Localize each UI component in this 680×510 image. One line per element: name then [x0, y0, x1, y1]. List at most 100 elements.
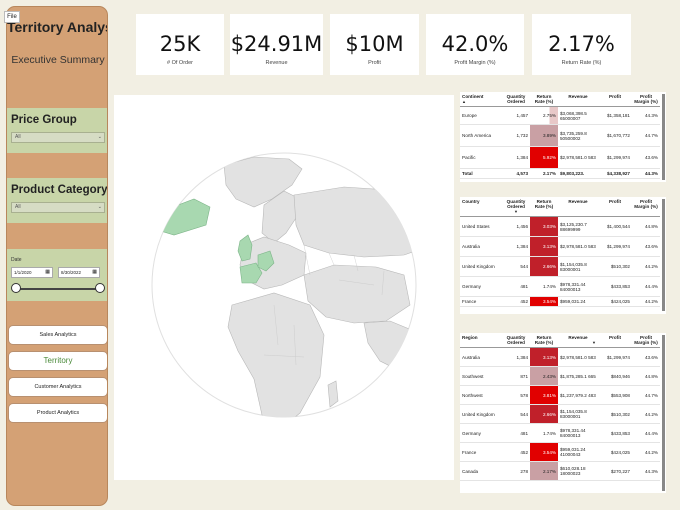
col-header-profit[interactable]: Profit	[598, 92, 632, 107]
col-header-profit-margin[interactable]: Profit Margin (%)	[632, 333, 660, 348]
cell-return-rate: 2.43%	[530, 366, 558, 386]
file-tab[interactable]: File	[4, 11, 20, 23]
table-row[interactable]: Northwest 578 3.81% $1,237,979.2 483 $55…	[460, 385, 660, 405]
cell-revenue: $1,875,285.1 665	[558, 366, 598, 386]
nav-sales-analytics-button[interactable]: Sales Analytics	[8, 325, 107, 345]
product-category-value: All	[15, 204, 21, 210]
col-header-quantity[interactable]: Quantity Ordered	[502, 92, 530, 107]
cell-revenue: $3,735,259.8 50500002	[558, 124, 598, 147]
cell-revenue: $3,068,398.5 65000007	[558, 106, 598, 125]
cell-quantity: 544	[502, 404, 530, 424]
col-header-revenue[interactable]: Revenue ▼	[558, 333, 598, 348]
kpi-card-profit: $10M Profit	[330, 14, 419, 75]
region-table: Region Quantity Ordered Return Rate (%) …	[460, 333, 666, 493]
col-header-quantity[interactable]: Quantity Ordered	[502, 333, 530, 348]
product-category-dropdown[interactable]: All ⌄	[11, 202, 105, 213]
col-header-profit[interactable]: Profit	[598, 197, 632, 217]
col-header-region[interactable]: Region	[460, 333, 502, 348]
cell-return-rate: 3.81%	[530, 385, 558, 405]
col-header-continent[interactable]: Continent ▲	[460, 92, 502, 107]
col-header-profit-margin[interactable]: Profit Margin (%)	[632, 92, 660, 107]
cell-revenue: $1,237,979.2 483	[558, 385, 598, 405]
cell-revenue: $2,978,581.0 583	[558, 236, 598, 257]
map-region-germany[interactable]	[257, 250, 275, 272]
sort-ascending-icon[interactable]: ▲	[462, 99, 466, 104]
table-row[interactable]: Europe 1,457 2.75% $3,068,398.5 65000007…	[460, 106, 660, 125]
cell-profit-margin: 44.7%	[632, 124, 660, 147]
map-region-scandinavia[interactable]	[261, 190, 301, 244]
cell-profit: $270,227	[598, 461, 632, 481]
map-region-greenland[interactable]	[223, 156, 303, 208]
date-slider-end-handle[interactable]	[95, 283, 105, 293]
col-header-return-rate[interactable]: Return Rate (%)	[530, 92, 558, 107]
cell-total-label: Total	[460, 168, 502, 179]
table-row[interactable]: North America 1,732 3.89% $3,735,259.8 5…	[460, 124, 660, 147]
table-row[interactable]: Pacific 1,384 5.92% $2,978,581.0 583 $1,…	[460, 146, 660, 169]
table-scrollbar[interactable]	[662, 199, 665, 311]
col-header-profit[interactable]: Profit	[598, 333, 632, 348]
cell-profit: $1,358,181	[598, 106, 632, 125]
cell-return-rate: 2.66%	[530, 256, 558, 277]
date-slider-start-handle[interactable]	[11, 283, 21, 293]
nav-customer-analytics-button[interactable]: Customer Analytics	[8, 377, 107, 397]
table-scrollbar[interactable]	[662, 335, 665, 491]
col-header-return-rate[interactable]: Return Rate (%)	[530, 197, 558, 217]
table-row[interactable]: United States 1,456 3.03% $3,125,230.7 8…	[460, 216, 660, 237]
map-region-middle-east[interactable]	[303, 264, 411, 324]
table-row[interactable]: Germany 481 1.74% $978,331.44 84000013 $…	[460, 276, 660, 297]
nav-product-analytics-button[interactable]: Product Analytics	[8, 403, 107, 423]
cell-return-rate: 3.89%	[530, 124, 558, 147]
map-region-united-kingdom[interactable]	[237, 234, 253, 262]
col-header-quantity[interactable]: Quantity Ordered ▼	[502, 197, 530, 217]
nav-territory-button[interactable]: Territory	[8, 351, 107, 371]
table-row[interactable]: France 452 3.54% $959,031.24 41000043 $4…	[460, 442, 660, 462]
cell-quantity: 452	[502, 442, 530, 462]
sort-descending-icon[interactable]: ▼	[592, 340, 596, 345]
col-header-revenue[interactable]: Revenue	[558, 92, 598, 107]
cell-total-return-rate: 2.17%	[530, 168, 558, 179]
table-row[interactable]: Germany 481 1.74% $978,331.44 84000013 $…	[460, 423, 660, 443]
territory-map[interactable]	[114, 95, 454, 480]
cell-quantity: 1,384	[502, 236, 530, 257]
cell-revenue: $610,028.18 18000023	[558, 461, 598, 481]
date-from-input[interactable]: 1/1/2020 ▦	[11, 267, 53, 278]
chevron-down-icon: ⌄	[97, 134, 102, 140]
calendar-icon[interactable]: ▦	[45, 269, 50, 275]
table-row[interactable]: France 452 3.54% $959,031.24 $424,025 44…	[460, 296, 660, 307]
cell-quantity: 1,456	[502, 216, 530, 237]
cell-quantity: 1,384	[502, 347, 530, 367]
cell-profit: $424,025	[598, 442, 632, 462]
cell-region: Canada	[460, 461, 502, 481]
map-region-north-asia[interactable]	[293, 186, 434, 258]
price-group-dropdown[interactable]: All ⌄	[11, 132, 105, 143]
cell-profit-margin: 43.6%	[632, 236, 660, 257]
col-header-country[interactable]: Country	[460, 197, 502, 217]
date-slider-track[interactable]	[17, 288, 101, 290]
map-region-africa[interactable]	[227, 292, 325, 431]
map-region-madagascar[interactable]	[327, 380, 339, 408]
cell-profit-margin: 43.6%	[632, 146, 660, 169]
cell-quantity: 481	[502, 276, 530, 297]
cell-profit: $510,302	[598, 256, 632, 277]
globe-map[interactable]	[114, 95, 454, 480]
cell-profit: $433,853	[598, 276, 632, 297]
table-row[interactable]: Canada 278 2.17% $610,028.18 18000023 $2…	[460, 461, 660, 481]
col-header-profit-margin[interactable]: Profit Margin (%)	[632, 197, 660, 217]
sort-descending-icon[interactable]: ▼	[514, 209, 518, 214]
cell-quantity: 481	[502, 423, 530, 443]
kpi-revenue-label: Revenue	[265, 60, 288, 66]
col-header-return-rate[interactable]: Return Rate (%)	[530, 333, 558, 348]
table-row[interactable]: Australia 1,384 3.13% $2,978,581.0 583 $…	[460, 347, 660, 367]
col-header-revenue[interactable]: Revenue	[558, 197, 598, 217]
table-row[interactable]: United Kingdom 544 2.66% $1,154,035.8 83…	[460, 404, 660, 424]
date-label: Date	[11, 257, 22, 263]
table-row[interactable]: Southwest 871 2.43% $1,875,285.1 665 $84…	[460, 366, 660, 386]
map-region-france[interactable]	[239, 262, 263, 284]
cell-profit: $510,302	[598, 404, 632, 424]
table-scrollbar[interactable]	[662, 94, 665, 180]
date-to-input[interactable]: 8/30/2022 ▦	[58, 267, 100, 278]
calendar-icon[interactable]: ▦	[92, 269, 97, 275]
kpi-card-revenue: $24.91M Revenue	[230, 14, 323, 75]
table-row[interactable]: United Kingdom 544 2.66% $1,154,035.8 83…	[460, 256, 660, 277]
table-row[interactable]: Australia 1,384 3.13% $2,978,581.0 583 $…	[460, 236, 660, 257]
